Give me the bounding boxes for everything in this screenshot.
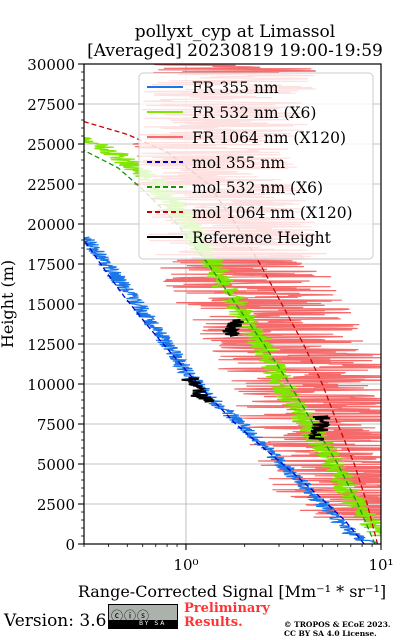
- credit-line-1: © TROPOS & ECoE 2023.: [284, 620, 391, 629]
- copyright-credit: © TROPOS & ECoE 2023. CC BY SA 4.0 Licen…: [284, 620, 391, 638]
- cc-license-badge[interactable]: ⓒⓘⓢ BY SA: [108, 604, 178, 629]
- cc-icon: ⓒⓘⓢ: [111, 609, 151, 623]
- chart-title-line-2: [Averaged] 20230819 19:00-19:59: [87, 41, 383, 61]
- preliminary-results-note: Preliminary Results.: [184, 602, 270, 630]
- cc-badge-label: BY SA: [139, 620, 167, 627]
- chart-title-line-1: pollyxt_cyp at Limassol: [134, 22, 336, 42]
- axes: 0 2500 5000 7500 10000 12500 15000 17500 20000 22…: [27, 56, 393, 574]
- legend-label: FR 355 nm: [192, 79, 279, 97]
- y-tick-label: 17500: [27, 256, 75, 274]
- credit-line-2: CC BY SA 4.0 License.: [284, 629, 377, 638]
- y-tick-label: 12500: [27, 336, 75, 354]
- y-tick-label: 22500: [27, 176, 75, 194]
- legend-label: Reference Height: [192, 229, 332, 247]
- y-tick-label: 30000: [27, 56, 75, 74]
- reference-height-segment: [307, 415, 331, 441]
- y-tick-label: 20000: [27, 216, 75, 234]
- reference-height-segment: [222, 319, 244, 337]
- y-tick-label: 0: [65, 536, 75, 554]
- preliminary-line-2: Results.: [184, 615, 243, 630]
- y-tick-label: 2500: [37, 496, 75, 514]
- legend: FR 355 nm FR 532 nm (X6) FR 1064 nm (X120)…: [138, 72, 374, 260]
- preliminary-line-1: Preliminary: [184, 601, 270, 616]
- x-tick-label: 10⁰: [173, 556, 198, 574]
- legend-label: mol 1064 nm (X120): [192, 204, 353, 222]
- y-axis-label: Height (m): [0, 260, 17, 348]
- version-label: Version: 3.6: [4, 611, 107, 631]
- legend-label: FR 532 nm (X6): [192, 104, 316, 122]
- y-tick-label: 25000: [27, 136, 75, 154]
- legend-label: mol 355 nm: [192, 154, 285, 172]
- y-tick-label: 5000: [37, 456, 75, 474]
- series-line: [84, 239, 365, 544]
- cc-badge-strip: [109, 620, 177, 628]
- legend-box: [138, 72, 374, 260]
- legend-label: FR 1064 nm (X120): [192, 129, 346, 147]
- y-tick-label: 27500: [27, 96, 75, 114]
- x-axis-label: Range-Corrected Signal [Mm⁻¹ * sr⁻¹]: [78, 582, 386, 601]
- reference-height-segment: [181, 376, 215, 403]
- y-tick-label: 15000: [27, 296, 75, 314]
- legend-label: mol 532 nm (X6): [192, 179, 323, 197]
- x-tick-label: 10¹: [368, 556, 393, 574]
- y-tick-label: 7500: [37, 416, 75, 434]
- y-tick-label: 10000: [27, 376, 75, 394]
